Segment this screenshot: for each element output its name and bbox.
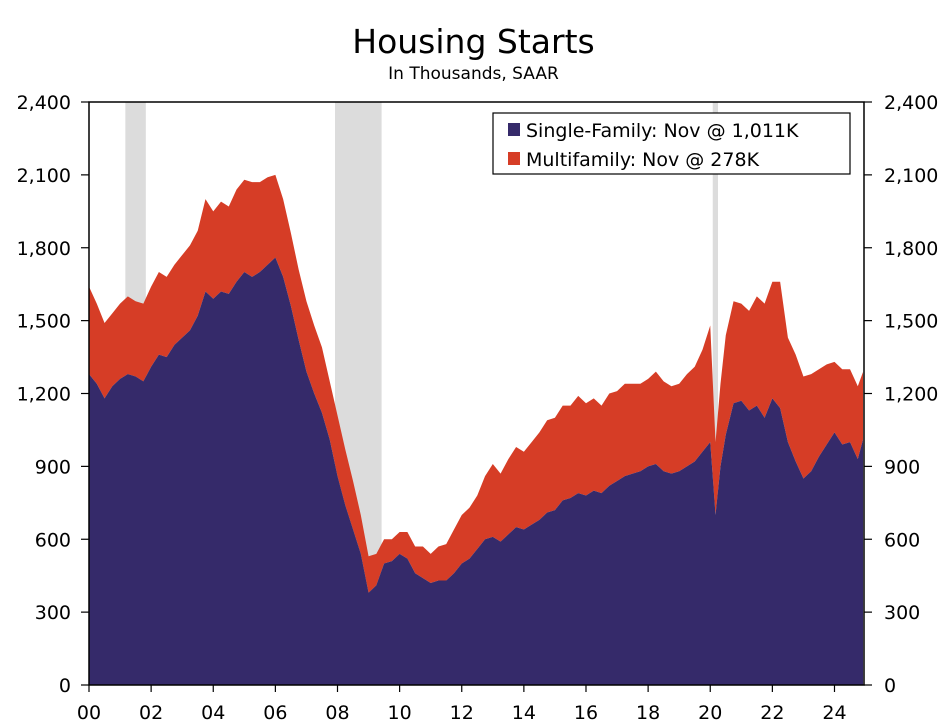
y-tick-label-left: 0	[59, 675, 71, 697]
area-multifamily	[89, 174, 864, 593]
area-single-family	[89, 257, 864, 685]
x-tick-label: 00	[77, 702, 101, 724]
y-tick-label-left: 1,800	[17, 238, 71, 260]
x-tick-label: 18	[636, 702, 660, 724]
y-tick-label-left: 900	[35, 456, 71, 478]
x-tick-label: 14	[512, 702, 536, 724]
y-tick-label-right: 900	[884, 456, 920, 478]
y-tick-label-right: 0	[884, 675, 896, 697]
axis-ticks	[81, 101, 872, 692]
y-tick-label-right: 1,800	[884, 238, 938, 260]
x-tick-label: 02	[139, 702, 163, 724]
x-tick-label: 06	[263, 702, 287, 724]
y-tick-label-right: 2,100	[884, 165, 938, 187]
legend-label-single-family: Single-Family: Nov @ 1,011K	[526, 120, 799, 142]
x-tick-label: 24	[822, 702, 846, 724]
legend-label-multifamily: Multifamily: Nov @ 278K	[526, 149, 760, 171]
y-tick-label-left: 2,100	[17, 165, 71, 187]
y-tick-label-left: 600	[35, 529, 71, 551]
y-tick-label-right: 300	[884, 602, 920, 624]
x-tick-label: 08	[325, 702, 349, 724]
x-tick-label: 16	[574, 702, 598, 724]
plot-areas	[89, 174, 864, 685]
y-tick-label-left: 2,400	[17, 92, 71, 114]
x-tick-label: 12	[450, 702, 474, 724]
y-tick-label-right: 2,400	[884, 92, 938, 114]
y-tick-label-left: 300	[35, 602, 71, 624]
legend-swatch-single-family	[508, 123, 520, 136]
x-tick-label: 22	[760, 702, 784, 724]
legend-box	[492, 112, 851, 175]
recession-band-2	[712, 102, 719, 685]
y-tick-label-left: 1,200	[17, 384, 71, 406]
x-tick-label: 04	[201, 702, 225, 724]
chart-subtitle: In Thousands, SAAR	[388, 64, 559, 84]
y-tick-label-left: 1,500	[17, 311, 71, 333]
y-tick-label-right: 1,500	[884, 311, 938, 333]
legend: Single-Family: Nov @ 1,011K Multifamily:…	[492, 112, 851, 175]
y-tick-label-right: 600	[884, 529, 920, 551]
chart-title: Housing Starts	[352, 22, 595, 61]
x-tick-label: 20	[698, 702, 722, 724]
legend-swatch-multifamily	[508, 152, 520, 165]
x-tick-label: 10	[388, 702, 412, 724]
y-tick-label-right: 1,200	[884, 384, 938, 406]
